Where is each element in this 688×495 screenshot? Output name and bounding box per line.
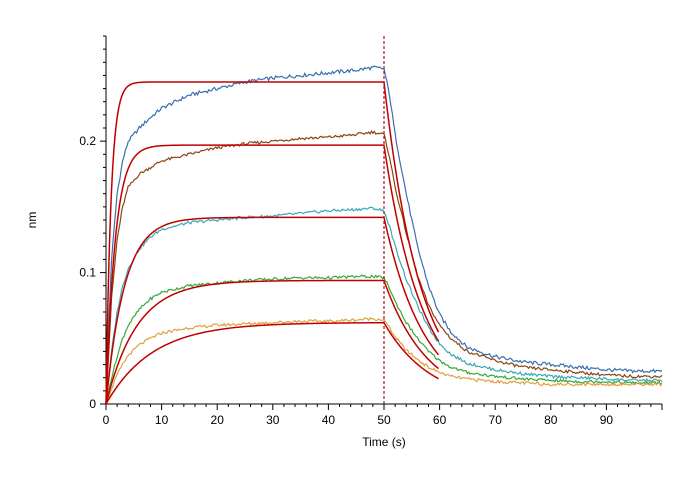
y-tick-label: 0.1 xyxy=(79,266,96,280)
fit-curve-line xyxy=(105,279,439,405)
fit-curve-line xyxy=(105,321,439,405)
x-tick-label: 60 xyxy=(433,413,447,427)
y-axis-title: nm xyxy=(25,212,39,229)
fit-curve-line xyxy=(105,216,440,405)
y-tick-label: 0 xyxy=(89,397,96,411)
fit-curve-line xyxy=(105,81,440,405)
y-tick-label: 0.2 xyxy=(79,134,96,148)
x-tick-label: 40 xyxy=(322,413,336,427)
x-tick-label: 80 xyxy=(544,413,558,427)
x-tick-label: 90 xyxy=(600,413,614,427)
x-tick-label: 0 xyxy=(103,413,110,427)
x-tick-label: 50 xyxy=(377,413,391,427)
x-tick-label: 30 xyxy=(266,413,280,427)
fit-curve-line xyxy=(105,144,440,405)
x-tick-label: 20 xyxy=(211,413,225,427)
axes-layer: 0 10 20 30 40 50 60 70 80 90 0 0.1 0.2 xyxy=(79,35,663,427)
x-tick-label: 70 xyxy=(489,413,503,427)
x-tick-label: 10 xyxy=(155,413,169,427)
x-axis-title: Time (s) xyxy=(362,435,406,449)
fit-layer xyxy=(105,81,440,405)
